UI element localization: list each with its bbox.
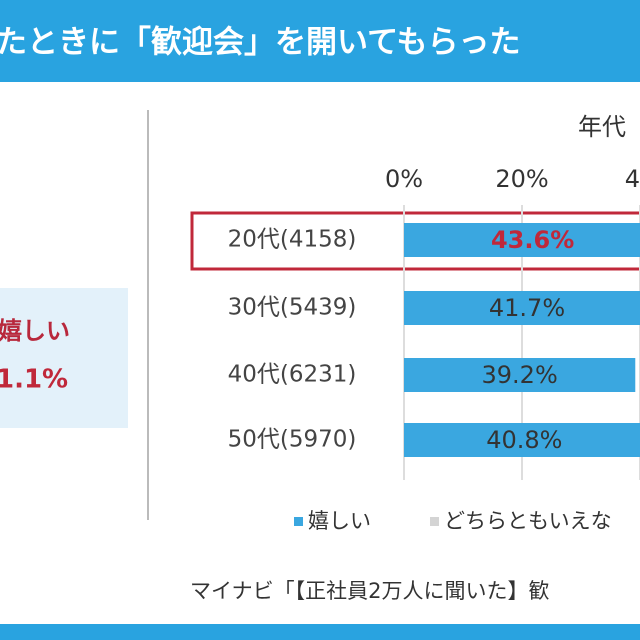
bar bbox=[404, 223, 640, 257]
value-label: 39.2% bbox=[482, 361, 558, 389]
bottom-border bbox=[0, 624, 640, 640]
category-label: 40代(6231) bbox=[228, 362, 357, 388]
title-banner bbox=[0, 0, 640, 82]
plot: 43.6% 41.7% 39.2% 40.8% bbox=[403, 205, 640, 480]
legend-label: どちらともいえな bbox=[444, 509, 612, 533]
value-label: 40.8% bbox=[486, 426, 562, 454]
side-panel bbox=[0, 288, 128, 428]
legend-label: 嬉しい bbox=[308, 509, 371, 533]
bar bbox=[404, 423, 640, 457]
side-value: 1.1% bbox=[0, 365, 68, 395]
value-label: 41.7% bbox=[489, 294, 565, 322]
legend-swatch bbox=[430, 517, 439, 526]
category-label: 20代(4158) bbox=[228, 227, 357, 253]
bar bbox=[404, 358, 636, 392]
x-tick-label: 20% bbox=[495, 165, 548, 193]
chart-title: たときに「歓迎会」を開いてもらった bbox=[0, 25, 521, 61]
legend-swatch bbox=[294, 517, 303, 526]
side-label: 嬉しい bbox=[0, 317, 70, 345]
axis-label: 年代 bbox=[578, 113, 626, 141]
bar bbox=[404, 291, 640, 325]
value-label: 43.6% bbox=[491, 226, 574, 254]
category-label: 30代(5439) bbox=[228, 295, 357, 321]
x-tick-label: 0% bbox=[385, 165, 423, 193]
category-label: 50代(5970) bbox=[228, 427, 357, 453]
x-tick-label: 40 bbox=[625, 165, 640, 193]
highlight-box bbox=[190, 211, 640, 271]
source: マイナビ「【正社員2万人に聞いた】歓 bbox=[190, 579, 549, 603]
